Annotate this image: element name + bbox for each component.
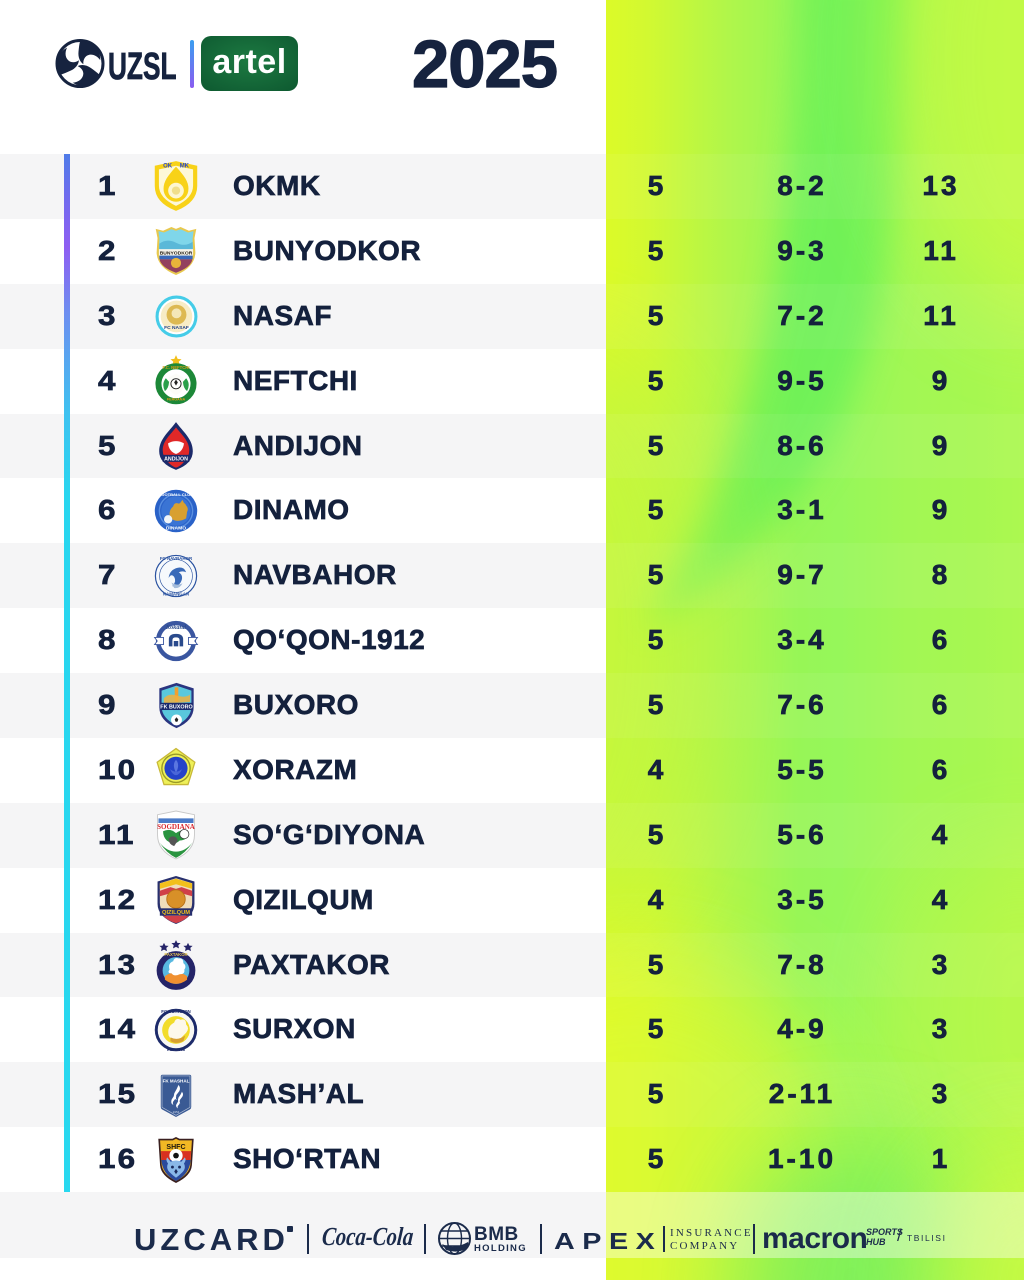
svg-text:FC NAVBAHOR: FC NAVBAHOR bbox=[160, 556, 193, 561]
svg-text:FC SURKHON: FC SURKHON bbox=[161, 1009, 190, 1014]
svg-text:1954: 1954 bbox=[173, 1109, 180, 1113]
svg-text:DINAMO: DINAMO bbox=[166, 525, 186, 531]
svg-text:MK: MK bbox=[180, 164, 190, 170]
svg-text:F.C. NEFTCHI: F.C. NEFTCHI bbox=[162, 365, 189, 370]
svg-text:SHFC: SHFC bbox=[166, 1144, 185, 1151]
svg-text:FOOTBALL CLUB: FOOTBALL CLUB bbox=[159, 492, 193, 497]
svg-text:FK MASHAL: FK MASHAL bbox=[163, 1078, 190, 1083]
svg-text:EST. 1968: EST. 1968 bbox=[167, 1047, 186, 1052]
svg-text:PAXTAKOR: PAXTAKOR bbox=[164, 952, 187, 957]
svg-text:FK BUXORO: FK BUXORO bbox=[160, 704, 192, 710]
svg-text:FC NASAF: FC NASAF bbox=[164, 325, 189, 331]
svg-text:Kokand: Kokand bbox=[165, 624, 187, 631]
svg-text:SOGDIANA: SOGDIANA bbox=[157, 823, 195, 831]
svg-text:ANDIJON: ANDIJON bbox=[164, 456, 188, 462]
svg-text:BUNYODKOR: BUNYODKOR bbox=[160, 251, 193, 257]
svg-text:NAMANGAN: NAMANGAN bbox=[163, 591, 189, 596]
svg-text:OK: OK bbox=[163, 164, 173, 170]
svg-text:QIZILQUM: QIZILQUM bbox=[162, 910, 190, 916]
svg-text:FERGANA: FERGANA bbox=[167, 397, 186, 401]
